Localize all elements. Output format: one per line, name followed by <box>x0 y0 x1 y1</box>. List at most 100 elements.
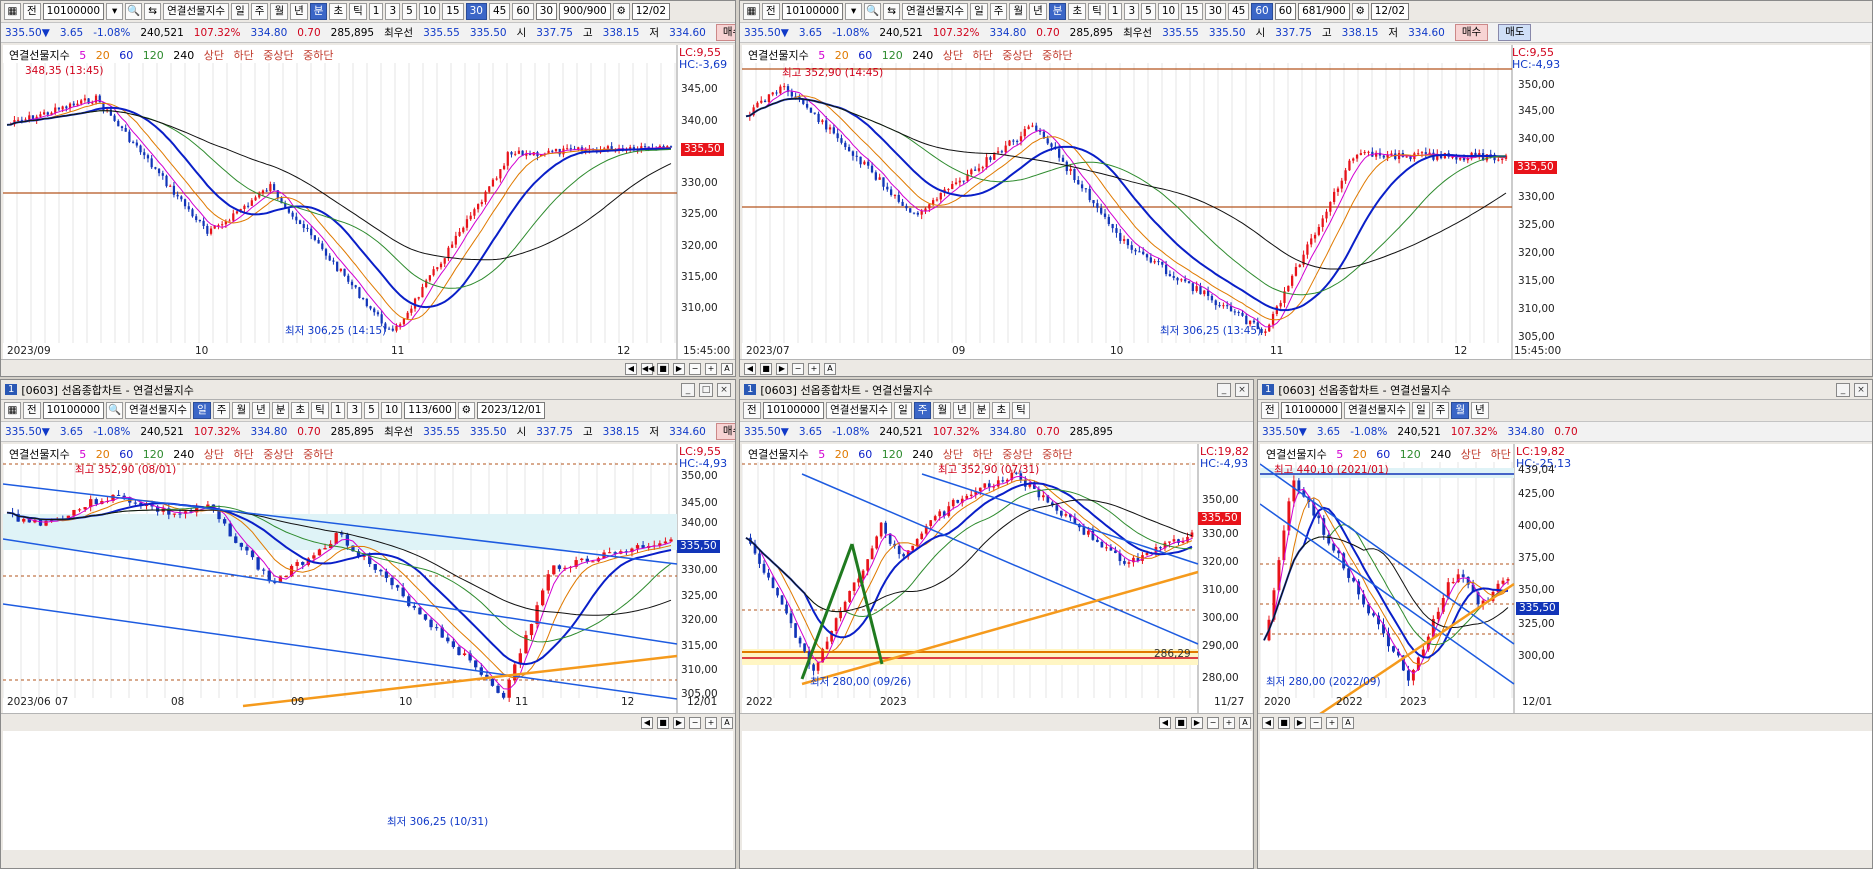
all-button[interactable]: 전 <box>762 3 780 20</box>
period-week[interactable]: 주 <box>1431 402 1450 419</box>
period-day[interactable]: 일 <box>193 402 211 419</box>
scroll-controls[interactable]: ◀ ■ ▶ − + A <box>1 713 735 731</box>
scroll-controls[interactable]: ◀ ■ ▶ − + A <box>1258 713 1872 731</box>
period-second[interactable]: 초 <box>329 3 348 20</box>
settings-icon[interactable]: ⚙ <box>612 3 630 20</box>
all-button[interactable]: 전 <box>23 3 41 20</box>
interval-3[interactable]: 3 <box>347 402 363 419</box>
period-year[interactable]: 년 <box>252 402 270 419</box>
sell-button[interactable]: 매도 <box>1498 24 1532 41</box>
period-minute[interactable]: 분 <box>1048 3 1067 20</box>
compare-icon[interactable]: ⇆ <box>883 3 901 20</box>
interval-1[interactable]: 1 <box>330 402 346 419</box>
zoom-out-icon[interactable]: − <box>1207 716 1219 729</box>
search-icon[interactable]: 🔍 <box>864 3 882 20</box>
count-input[interactable]: 681/900 <box>1298 3 1350 20</box>
price-chart[interactable]: 연결선물지수 5 20 60 120 240 상단 하단 최고 440,10 (… <box>1260 444 1872 850</box>
interval-15[interactable]: 15 <box>1181 3 1203 20</box>
interval-5[interactable]: 5 <box>1141 3 1156 20</box>
period-second[interactable]: 초 <box>291 402 310 419</box>
close-icon[interactable]: × <box>1854 382 1868 397</box>
zoom-in-icon[interactable]: + <box>1223 716 1235 729</box>
period-week[interactable]: 주 <box>212 402 231 419</box>
name-select[interactable]: 연결선물지수 <box>902 3 969 20</box>
all-button[interactable]: 전 <box>1261 402 1279 419</box>
prev-icon[interactable]: ◀ <box>744 362 756 375</box>
period-minute[interactable]: 분 <box>972 402 991 419</box>
interval-input[interactable]: 30 <box>535 3 558 20</box>
text-a-icon[interactable]: A <box>721 362 733 375</box>
price-chart[interactable]: 연결선물지수 5 20 60 120 240 상단 하단 중상단 중하단 348… <box>3 45 733 359</box>
code-input[interactable]: 10100000 <box>781 3 844 20</box>
code-input[interactable]: 10100000 <box>1280 402 1343 419</box>
period-month[interactable]: 월 <box>270 3 289 20</box>
interval-45[interactable]: 45 <box>488 3 511 20</box>
interval-10[interactable]: 10 <box>418 3 441 20</box>
stop-icon[interactable]: ■ <box>1175 716 1187 729</box>
settings-icon[interactable]: ⚙ <box>1351 3 1369 20</box>
scroll-controls[interactable]: ◀ ■ ▶ − + A <box>740 713 1253 731</box>
interval-3[interactable]: 3 <box>1124 3 1140 20</box>
code-input[interactable]: 10100000 <box>762 402 825 419</box>
stop-icon[interactable]: ■ <box>1278 716 1290 729</box>
next-icon[interactable]: ▶ <box>1294 716 1306 729</box>
interval-45[interactable]: 45 <box>1227 3 1250 20</box>
period-week[interactable]: 주 <box>989 3 1008 20</box>
scroll-controls[interactable]: ◀ ■ ▶ − + A <box>740 359 1872 376</box>
zoom-in-icon[interactable]: + <box>1326 716 1338 729</box>
period-tick[interactable]: 틱 <box>1088 3 1106 20</box>
interval-5[interactable]: 5 <box>364 402 379 419</box>
interval-1[interactable]: 1 <box>1107 3 1123 20</box>
zoom-out-icon[interactable]: − <box>689 716 701 729</box>
period-month[interactable]: 월 <box>933 402 952 419</box>
zoom-out-icon[interactable]: − <box>689 362 701 375</box>
period-year[interactable]: 년 <box>1029 3 1047 20</box>
grid-icon[interactable]: ▦ <box>743 3 760 20</box>
maximize-icon[interactable]: □ <box>699 382 713 397</box>
period-second[interactable]: 초 <box>992 402 1011 419</box>
period-day[interactable]: 일 <box>1412 402 1430 419</box>
interval-1[interactable]: 1 <box>368 3 384 20</box>
grid-icon[interactable]: ▦ <box>4 3 21 20</box>
stop-icon[interactable]: ■ <box>657 716 669 729</box>
date-input[interactable]: 2023/12/01 <box>476 402 546 419</box>
minimize-icon[interactable]: _ <box>681 382 695 397</box>
prev-icon[interactable]: ◀ <box>1159 716 1171 729</box>
interval-60[interactable]: 60 <box>512 3 534 20</box>
search-icon[interactable]: 🔍 <box>106 402 124 419</box>
stop-icon[interactable]: ■ <box>657 362 669 375</box>
period-day[interactable]: 일 <box>970 3 988 20</box>
settings-icon[interactable]: ⚙ <box>457 402 475 419</box>
all-button[interactable]: 전 <box>23 402 41 419</box>
scroll-controls[interactable]: ◀ ◀◀ ■ ▶ − + A <box>1 359 735 376</box>
dropdown-icon[interactable]: ▾ <box>106 3 124 20</box>
interval-30[interactable]: 30 <box>465 3 487 20</box>
text-a-icon[interactable]: A <box>721 716 733 729</box>
dropdown-icon[interactable]: ▾ <box>845 3 863 20</box>
date-input[interactable]: 12/02 <box>631 3 670 20</box>
interval-3[interactable]: 3 <box>385 3 401 20</box>
price-chart[interactable]: 연결선물지수 5 20 60 120 240 상단 하단 중상단 중하단 최고 … <box>742 45 1870 359</box>
next-icon[interactable]: ▶ <box>673 716 685 729</box>
interval-input[interactable]: 60 <box>1274 3 1297 20</box>
name-select[interactable]: 연결선물지수 <box>1344 402 1411 419</box>
search-icon[interactable]: 🔍 <box>125 3 143 20</box>
period-month[interactable]: 월 <box>232 402 251 419</box>
price-chart[interactable]: 연결선물지수 5 20 60 120 240 상단 하단 중상단 중하단 최고 … <box>3 444 733 850</box>
period-minute[interactable]: 분 <box>271 402 290 419</box>
interval-30[interactable]: 30 <box>1204 3 1226 20</box>
next-icon[interactable]: ▶ <box>673 362 685 375</box>
period-week[interactable]: 주 <box>913 402 932 419</box>
prev-icon[interactable]: ◀ <box>625 362 637 375</box>
minimize-icon[interactable]: _ <box>1217 382 1231 397</box>
interval-60[interactable]: 60 <box>1251 3 1273 20</box>
name-select[interactable]: 연결선물지수 <box>163 3 230 20</box>
period-month[interactable]: 월 <box>1009 3 1028 20</box>
date-input[interactable]: 12/02 <box>1370 3 1409 20</box>
interval-5[interactable]: 5 <box>402 3 417 20</box>
period-minute[interactable]: 분 <box>309 3 328 20</box>
buy-button[interactable]: 매수 <box>715 24 735 41</box>
interval-10[interactable]: 10 <box>380 402 403 419</box>
interval-10[interactable]: 10 <box>1157 3 1180 20</box>
code-input[interactable]: 10100000 <box>42 3 105 20</box>
